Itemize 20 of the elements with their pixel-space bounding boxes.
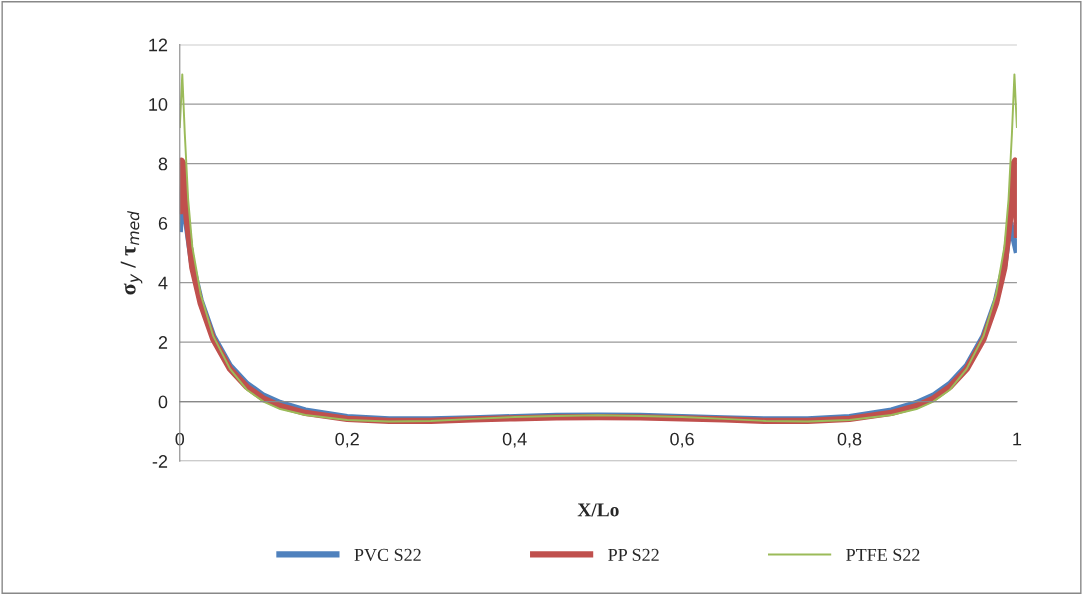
y-tick-label: 4 — [158, 276, 168, 290]
y-tick-label: 8 — [158, 157, 168, 171]
x-axis-title: X/Lo — [577, 503, 619, 517]
x-tick-label: 0,8 — [837, 432, 862, 448]
legend-label: PP S22 — [608, 548, 659, 561]
y-axis-title: σ$_{y}$ / τ$_{med}$ — [120, 210, 143, 295]
x-tick-label: 1 — [1013, 432, 1022, 446]
y-tick-label: -2 — [152, 455, 168, 468]
legend-label: PTFE S22 — [846, 548, 920, 561]
y-tick-label: 6 — [158, 217, 168, 230]
y-tick-label: 2 — [158, 336, 168, 349]
x-tick-label: 0,6 — [670, 432, 694, 448]
y-tick-label: 0 — [158, 395, 168, 409]
line-series — [179, 73, 1017, 423]
x-tick-label: 0 — [175, 432, 185, 446]
legend-label: PVC S22 — [354, 548, 421, 562]
x-tick-label: 0,2 — [335, 432, 359, 448]
y-tick-label: 12 — [149, 38, 168, 52]
x-tick-label: 0,4 — [502, 432, 527, 448]
y-tick-label: 10 — [149, 98, 168, 111]
